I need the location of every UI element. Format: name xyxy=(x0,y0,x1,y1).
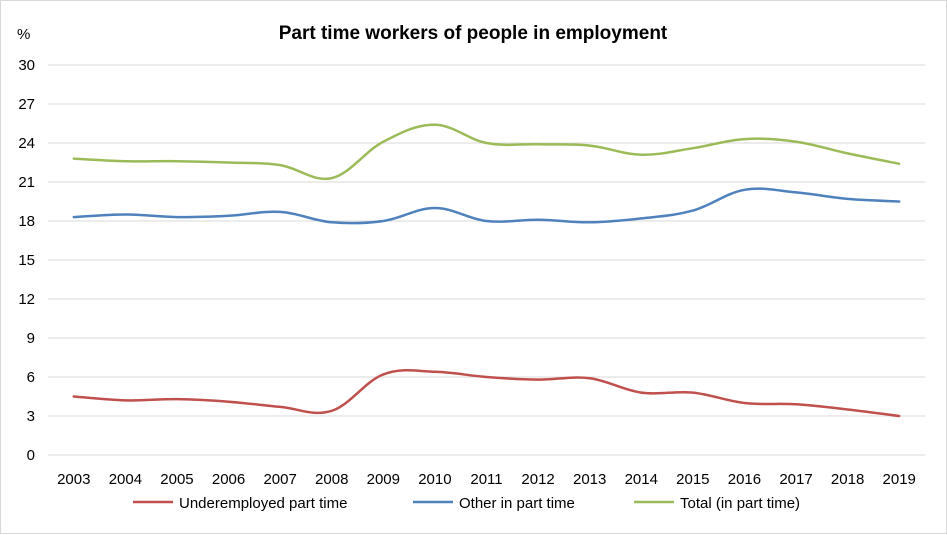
x-tick-label: 2017 xyxy=(779,471,812,488)
y-tick-label: 24 xyxy=(18,135,35,152)
gridlines xyxy=(48,64,925,456)
y-tick-label: 18 xyxy=(18,213,35,230)
y-tick-label: 15 xyxy=(18,252,35,269)
x-tick-label: 2010 xyxy=(418,471,451,488)
series-line-3 xyxy=(72,123,901,181)
chart-title: Part time workers of people in employmen… xyxy=(279,23,668,44)
x-tick-label: 2006 xyxy=(212,471,245,488)
y-tick-label: 3 xyxy=(27,408,35,425)
y-tick-label: 27 xyxy=(18,96,35,113)
y-tick-label: 30 xyxy=(18,57,35,74)
x-tick-label: 2018 xyxy=(831,471,864,488)
x-tick-label: 2008 xyxy=(315,471,348,488)
legend: Underemployed part time Other in part tim… xyxy=(133,495,800,512)
y-tick-label: 6 xyxy=(27,369,35,386)
x-tick-label: 2004 xyxy=(109,471,142,488)
x-tick-label: 2013 xyxy=(573,471,606,488)
x-tick-label: 2016 xyxy=(728,471,761,488)
y-axis-ticks: 0 3 6 9 12 15 18 21 24 27 30 xyxy=(18,57,35,464)
x-axis-ticks: 2003 2004 2005 2006 2007 2008 2009 2010 2011 2012… xyxy=(57,471,916,488)
x-tick-label: 2012 xyxy=(521,471,554,488)
x-tick-label: 2007 xyxy=(263,471,296,488)
x-tick-label: 2005 xyxy=(160,471,193,488)
series-line-2 xyxy=(72,187,901,225)
y-tick-label: 9 xyxy=(27,330,35,347)
series-lines xyxy=(72,123,901,418)
y-tick-label: 12 xyxy=(18,291,35,308)
x-tick-label: 2014 xyxy=(625,471,658,488)
x-tick-label: 2015 xyxy=(676,471,709,488)
legend-entry-label: Total (in part time) xyxy=(680,495,800,512)
series-line-1 xyxy=(72,369,901,418)
x-tick-label: 2009 xyxy=(367,471,400,488)
legend-entry-label: Underemployed part time xyxy=(179,495,347,512)
x-tick-label: 2011 xyxy=(470,471,502,488)
legend-entry-label: Other in part time xyxy=(459,495,575,512)
y-tick-label: 0 xyxy=(27,447,35,464)
y-tick-label: 21 xyxy=(18,174,35,191)
y-axis-label: % xyxy=(17,26,30,43)
x-tick-label: 2019 xyxy=(883,471,916,488)
x-tick-label: 2003 xyxy=(57,471,90,488)
